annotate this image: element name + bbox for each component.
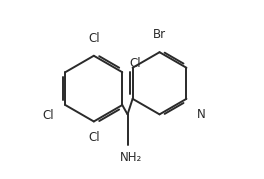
Text: Cl: Cl: [129, 57, 141, 70]
Text: Cl: Cl: [88, 32, 100, 45]
Text: Cl: Cl: [88, 131, 100, 144]
Text: Br: Br: [153, 28, 166, 41]
Text: Cl: Cl: [42, 109, 54, 122]
Text: NH₂: NH₂: [120, 151, 142, 164]
Text: N: N: [197, 108, 206, 121]
